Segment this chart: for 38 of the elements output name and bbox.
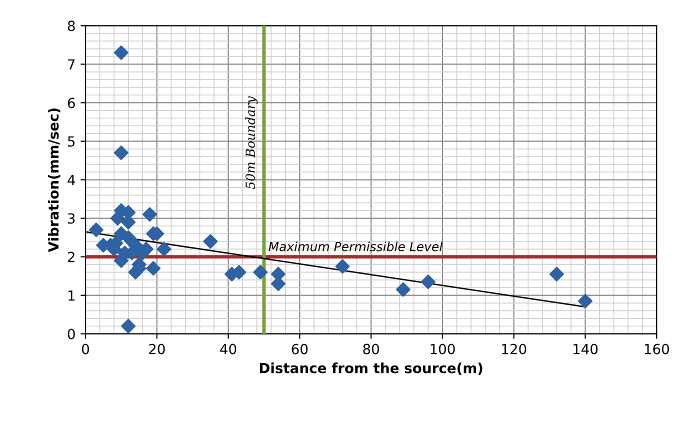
- point: [128, 238, 143, 253]
- point: [146, 261, 161, 276]
- ref-line-label: 50m Boundary: [245, 96, 258, 190]
- x-axis-title: Distance from the source(m): [260, 362, 482, 375]
- point: [88, 222, 104, 238]
- point: [420, 274, 436, 290]
- y-tick-label: 4: [68, 174, 75, 186]
- x-tick-label: 20: [149, 344, 165, 354]
- y-tick-label: 7: [68, 59, 75, 70]
- y-tick-label: 1: [68, 290, 74, 301]
- point: [138, 242, 154, 256]
- point: [396, 282, 410, 297]
- point: [335, 259, 350, 274]
- point: [253, 264, 268, 280]
- x-tick-label: 80: [363, 344, 379, 354]
- x-tick-label: 60: [292, 344, 308, 354]
- ref-line-label: Maximum Permissible Level: [268, 242, 443, 252]
- y-tick-label: 2: [68, 252, 74, 262]
- point: [156, 242, 172, 256]
- y-tick-label: 6: [68, 98, 75, 108]
- x-tick-label: 160: [644, 344, 669, 354]
- x-tick-label: 100: [430, 344, 455, 354]
- x-tick-label: 40: [220, 344, 236, 354]
- y-tick-label: 3: [68, 213, 75, 224]
- y-tick-label: 8: [68, 20, 75, 32]
- y-axis-title: Vibration(mm/sec): [48, 108, 60, 252]
- y-tick-label: 5: [68, 136, 75, 147]
- x-tick-label: 0: [82, 344, 89, 354]
- x-tick-label: 120: [502, 344, 526, 354]
- y-tick-label: 0: [68, 328, 75, 340]
- point: [142, 207, 158, 222]
- point: [121, 318, 136, 334]
- point: [578, 294, 593, 308]
- point: [549, 266, 564, 282]
- point: [114, 45, 128, 60]
- point: [114, 146, 128, 160]
- point: [203, 234, 218, 249]
- x-tick-label: 140: [574, 344, 598, 354]
